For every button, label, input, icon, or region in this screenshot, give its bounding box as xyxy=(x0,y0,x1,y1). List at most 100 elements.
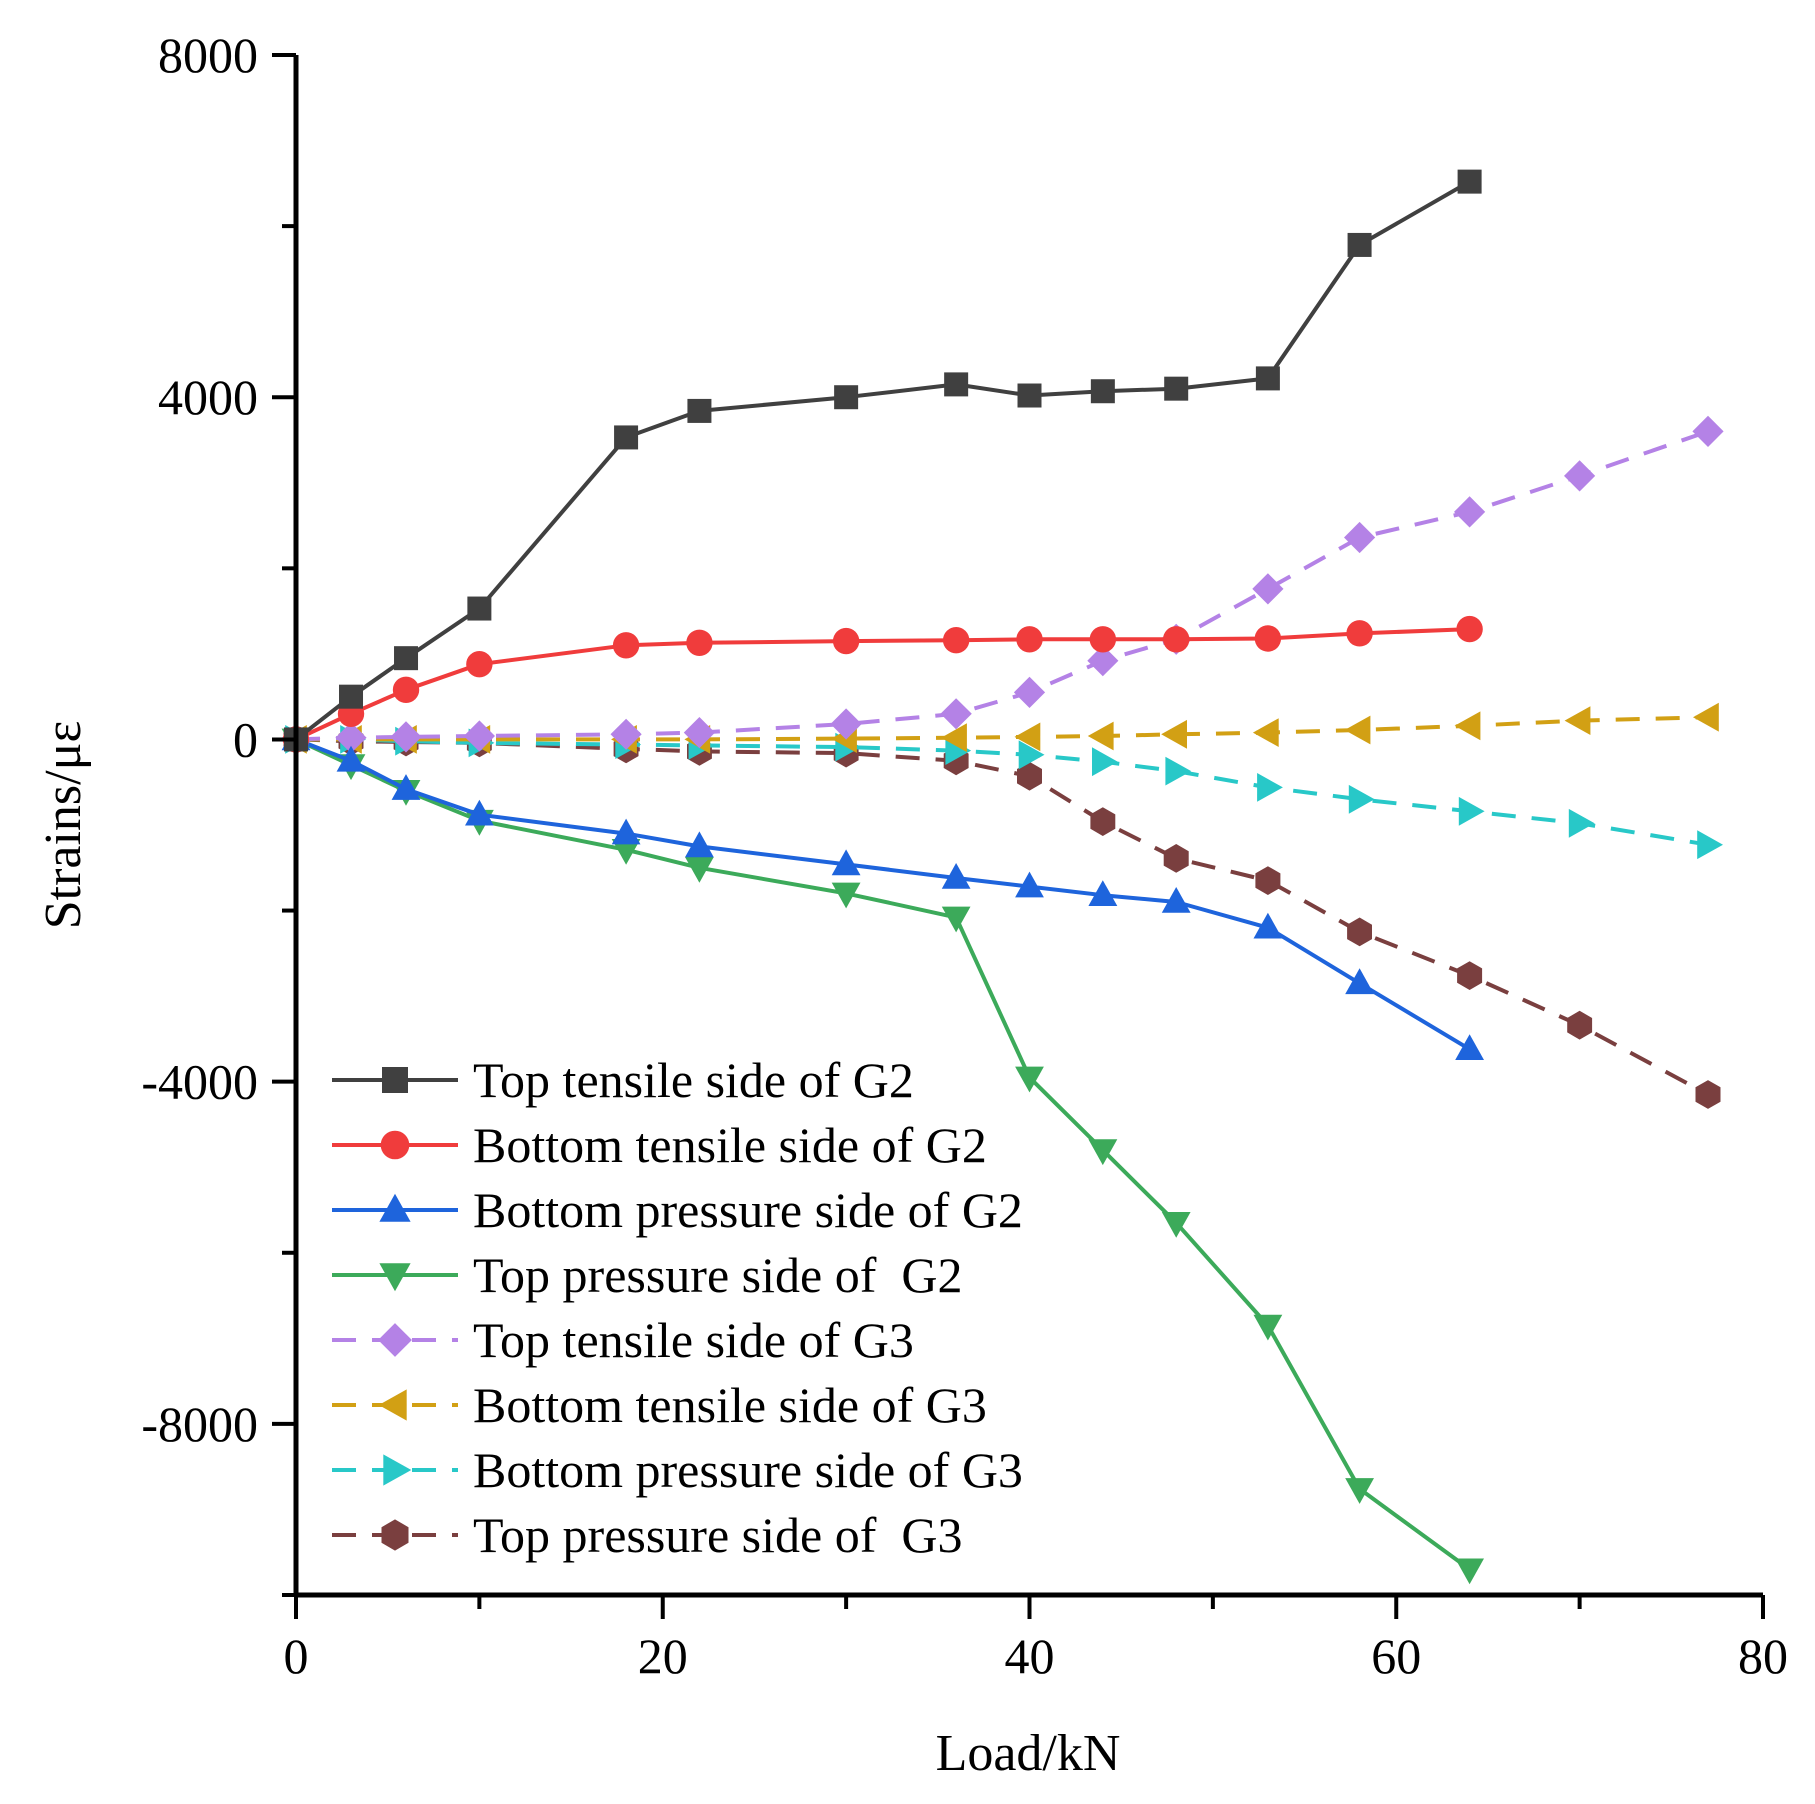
data-point xyxy=(1018,740,1045,770)
data-point xyxy=(1345,968,1374,995)
tick-layer: 8000 4000 0 -4000 -8000 0 20 40 60 80 xyxy=(141,27,1788,1684)
data-point xyxy=(614,425,639,450)
data-point xyxy=(1092,747,1118,777)
data-point xyxy=(687,398,712,423)
series-line xyxy=(294,179,1471,741)
data-point xyxy=(1567,1010,1593,1040)
legend-marker xyxy=(379,1263,411,1292)
data-point xyxy=(685,831,714,858)
data-point xyxy=(1255,866,1281,895)
data-point xyxy=(1344,715,1371,745)
data-point xyxy=(1017,383,1042,408)
y-tick-label: 0 xyxy=(233,711,258,767)
legend-marker xyxy=(378,1323,412,1357)
y-tick-label: -8000 xyxy=(141,1396,258,1452)
data-point xyxy=(1347,917,1372,947)
data-point xyxy=(1456,615,1483,643)
data-point xyxy=(941,723,967,753)
data-point xyxy=(610,718,642,750)
data-point xyxy=(1457,961,1483,990)
data-point xyxy=(1255,366,1280,391)
legend-item: Bottom pressure side of G2 xyxy=(332,1182,1023,1238)
data-point xyxy=(466,650,493,678)
data-point xyxy=(1088,880,1118,906)
series-line xyxy=(296,737,1709,847)
legend-marker xyxy=(383,1454,412,1486)
data-point xyxy=(465,799,494,826)
data-point xyxy=(1252,573,1284,605)
legend-item: Bottom tensile side of G3 xyxy=(332,1377,987,1433)
plot-area: 8000 4000 0 -4000 -8000 0 20 40 60 80 xyxy=(141,27,1788,1684)
series-1 xyxy=(284,169,1482,752)
data-point xyxy=(1015,871,1044,898)
data-point xyxy=(1253,912,1283,939)
legend: Top tensile side of G2 Bottom tensile sid… xyxy=(332,1052,1023,1563)
series-line xyxy=(295,737,1709,1097)
legend-marker xyxy=(380,1130,410,1160)
series-line xyxy=(295,737,1471,1051)
data-point xyxy=(335,722,367,754)
data-point xyxy=(686,629,713,656)
data-point xyxy=(1015,1066,1044,1093)
y-axis-title: Strains/με xyxy=(35,721,92,930)
legend-item: Top pressure side of G3 xyxy=(332,1507,962,1563)
legend-marker xyxy=(382,1067,408,1093)
legend-item: Bottom tensile side of G2 xyxy=(332,1117,987,1173)
data-point xyxy=(1254,625,1282,652)
data-point xyxy=(1087,721,1114,751)
data-point xyxy=(1163,844,1189,873)
x-tick-label: 0 xyxy=(284,1628,309,1684)
data-point xyxy=(336,745,366,772)
data-point xyxy=(1564,706,1591,735)
data-point xyxy=(1090,379,1115,404)
data-point xyxy=(1161,719,1187,749)
series-line xyxy=(295,429,1709,742)
data-point xyxy=(1017,761,1042,791)
legend-label: Top tensile side of G2 xyxy=(473,1052,914,1108)
data-point xyxy=(1090,807,1116,836)
data-point xyxy=(1455,1558,1484,1585)
data-point xyxy=(1252,718,1279,747)
y-tick-label: 4000 xyxy=(158,369,258,425)
legend-label: Bottom pressure side of G3 xyxy=(473,1442,1023,1498)
legend-label: Top tensile side of G3 xyxy=(473,1312,914,1368)
series-3 xyxy=(281,724,1484,1060)
legend-marker xyxy=(379,1193,411,1222)
data-point xyxy=(1568,808,1595,838)
data-point xyxy=(463,720,495,752)
legend-label: Top pressure side of G2 xyxy=(473,1247,962,1303)
data-point xyxy=(1454,496,1486,528)
data-point xyxy=(339,684,364,709)
data-point xyxy=(1695,1080,1721,1109)
data-point xyxy=(831,849,861,876)
series-7 xyxy=(285,725,1723,860)
data-point xyxy=(941,863,971,889)
x-axis-title: Load/kN xyxy=(936,1725,1121,1782)
data-point xyxy=(1016,626,1043,653)
data-point xyxy=(611,839,641,865)
legend-label: Bottom tensile side of G2 xyxy=(473,1117,987,1173)
data-point xyxy=(1455,1034,1484,1060)
x-tick-label: 20 xyxy=(638,1628,688,1684)
data-point xyxy=(941,906,971,933)
x-tick-label: 80 xyxy=(1738,1628,1788,1684)
data-point xyxy=(1013,676,1046,708)
data-point xyxy=(1348,784,1375,814)
data-point xyxy=(1692,415,1724,447)
data-point xyxy=(1253,1314,1283,1341)
data-point xyxy=(391,774,421,800)
data-point xyxy=(940,698,972,730)
data-point xyxy=(1344,521,1376,554)
y-tick-label: 8000 xyxy=(158,27,258,83)
data-point xyxy=(394,646,419,671)
series-layer xyxy=(280,169,1724,1585)
series-line xyxy=(295,627,1470,742)
legend-item: Bottom pressure side of G3 xyxy=(332,1442,1023,1498)
data-point xyxy=(612,632,640,659)
series-line xyxy=(295,737,1471,1571)
data-point xyxy=(1161,887,1191,913)
x-tick-label: 40 xyxy=(1005,1628,1055,1684)
data-point xyxy=(1088,1139,1118,1166)
data-point xyxy=(1458,796,1485,826)
